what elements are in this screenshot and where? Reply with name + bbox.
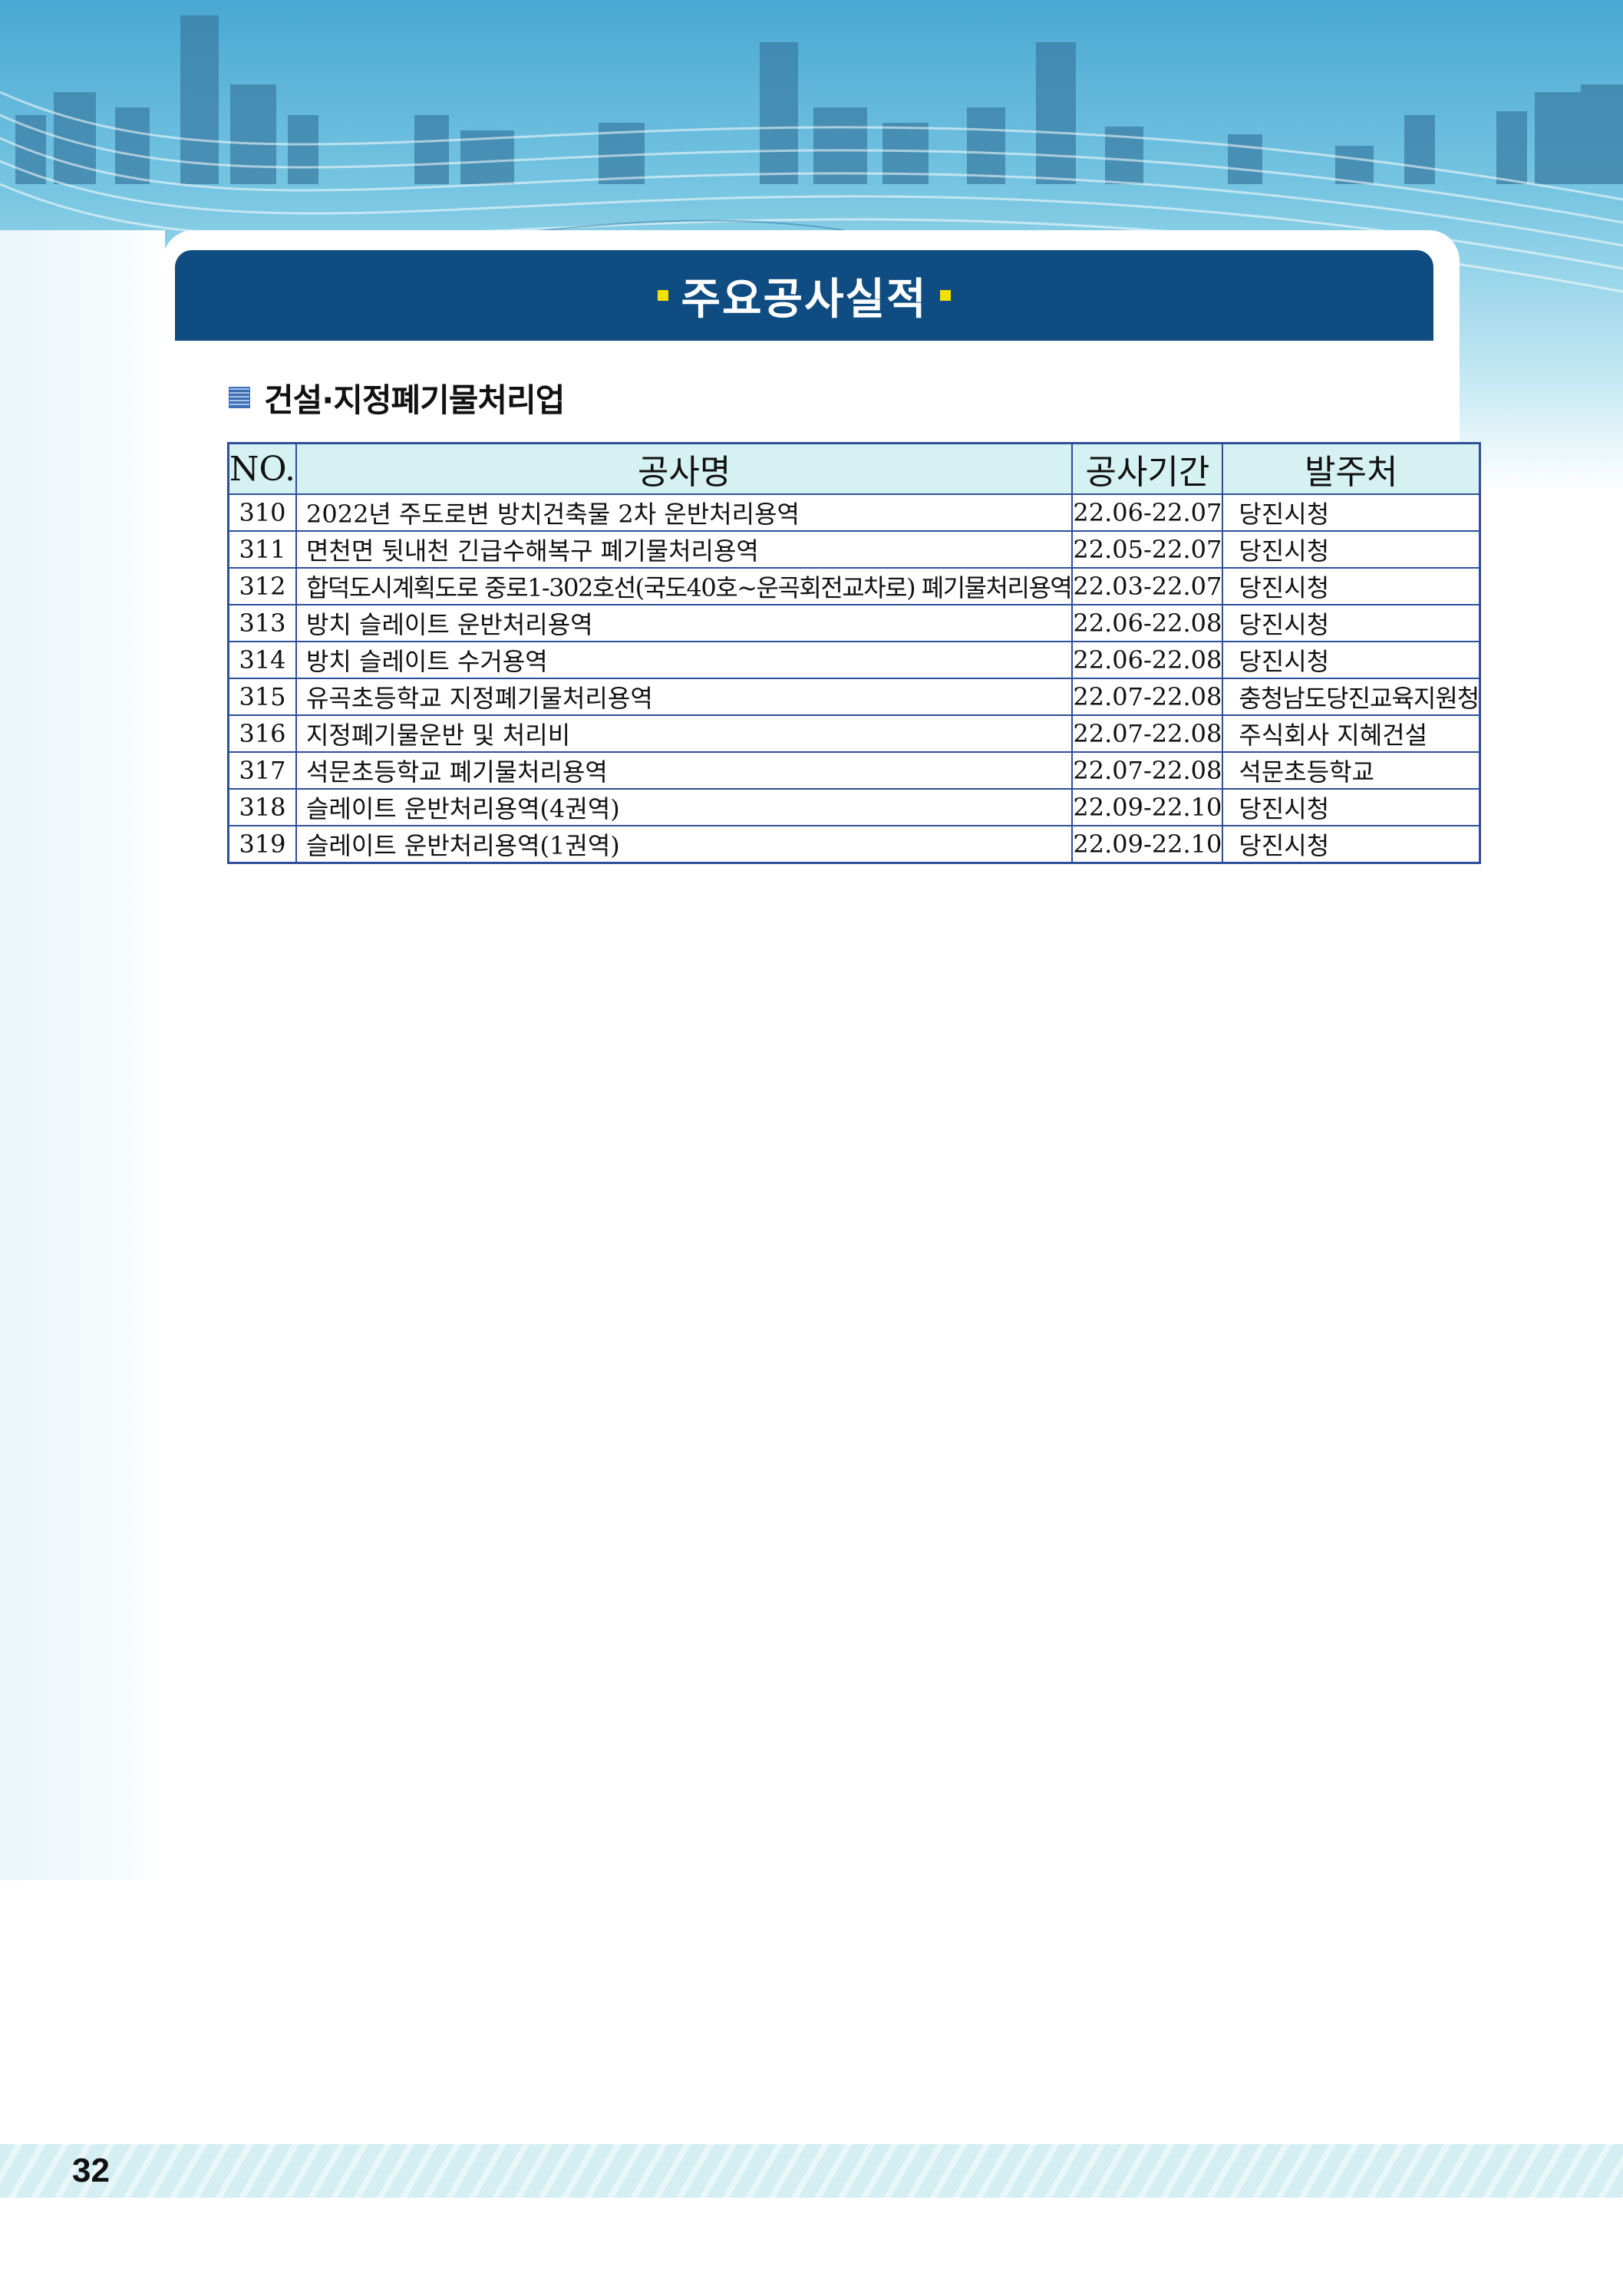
table-row: 319 슬레이트 운반처리용역(1권역) 22.09-22.10 당진시청 [227,825,1481,864]
square-bullet-icon [229,387,250,408]
footer-band [0,2144,1623,2198]
cell-no: 314 [227,641,297,679]
cell-period: 22.06-22.08 [1071,641,1224,679]
cell-no: 318 [227,788,297,826]
cell-no: 312 [227,567,297,605]
table-row: 313 방치 슬레이트 운반처리용역 22.06-22.08 당진시청 [227,604,1481,642]
cell-no: 311 [227,530,297,569]
table-header-row: NO. 공사명 공사기간 발주처 [227,442,1481,495]
header-period: 공사기간 [1071,442,1224,495]
cell-name: 석문초등학교 폐기물처리용역 [295,751,1074,790]
cell-name: 방치 슬레이트 운반처리용역 [295,604,1074,642]
table-row: 314 방치 슬레이트 수거용역 22.06-22.08 당진시청 [227,641,1481,679]
table-row: 316 지정폐기물운반 및 처리비 22.07-22.08 주식회사 지혜건설 [227,714,1481,753]
cell-period: 22.07-22.08 [1071,714,1224,753]
page-title: 주요공사실적 [681,274,928,325]
left-decorative-band [0,230,165,1880]
section-heading: 건설·지정폐기물처리업 [229,374,565,421]
cell-name: 방치 슬레이트 수거용역 [295,641,1074,679]
cell-name: 합덕도시계획도로 중로1-302호선(국도40호~운곡회전교차로) 폐기물처리용… [295,567,1074,605]
cell-period: 22.05-22.07 [1071,530,1224,569]
cell-name: 지정폐기물운반 및 처리비 [295,714,1074,753]
table-row: 312 합덕도시계획도로 중로1-302호선(국도40호~운곡회전교차로) 폐기… [227,567,1481,605]
table-row: 311 면천면 뒷내천 긴급수해복구 폐기물처리용역 22.05-22.07 당… [227,530,1481,569]
cell-name: 유곡초등학교 지정폐기물처리용역 [295,678,1074,716]
cell-no: 315 [227,678,297,716]
table-row: 318 슬레이트 운반처리용역(4권역) 22.09-22.10 당진시청 [227,788,1481,826]
cell-no: 310 [227,493,297,532]
title-accent-left [658,290,669,301]
title-accent-right [939,290,951,301]
cell-period: 22.06-22.08 [1071,604,1224,642]
cell-period: 22.09-22.10 [1071,825,1224,864]
table-row: 317 석문초등학교 폐기물처리용역 22.07-22.08 석문초등학교 [227,751,1481,790]
title-bar: 주요공사실적 [175,250,1433,341]
cell-client: 당진시청 [1222,788,1481,826]
cell-period: 22.09-22.10 [1071,788,1224,826]
header-name: 공사명 [295,442,1074,495]
page-number: 32 [72,2152,110,2189]
cell-no: 316 [227,714,297,753]
cell-client: 당진시청 [1222,825,1481,864]
works-table: NO. 공사명 공사기간 발주처 310 2022년 주도로변 방치건축물 2차… [227,442,1482,864]
cell-no: 313 [227,604,297,642]
cell-name: 면천면 뒷내천 긴급수해복구 폐기물처리용역 [295,530,1074,569]
cell-name: 2022년 주도로변 방치건축물 2차 운반처리용역 [295,493,1074,532]
cell-name: 슬레이트 운반처리용역(1권역) [295,825,1074,864]
cell-period: 22.07-22.08 [1071,751,1224,790]
table-row: 310 2022년 주도로변 방치건축물 2차 운반처리용역 22.06-22.… [227,493,1481,532]
section-title: 건설·지정폐기물처리업 [264,381,565,419]
header-client: 발주처 [1222,442,1481,495]
table-row: 315 유곡초등학교 지정폐기물처리용역 22.07-22.08 충청남도당진교… [227,678,1481,716]
cell-no: 317 [227,751,297,790]
cell-period: 22.06-22.07 [1071,493,1224,532]
cell-client: 당진시청 [1222,530,1481,569]
cell-name: 슬레이트 운반처리용역(4권역) [295,788,1074,826]
header-no: NO. [227,442,297,495]
cell-client: 당진시청 [1222,567,1481,605]
cell-period: 22.07-22.08 [1071,678,1224,716]
cell-period: 22.03-22.07 [1071,567,1224,605]
cell-client: 석문초등학교 [1222,751,1481,790]
cell-client: 충청남도당진교육지원청 [1222,678,1481,716]
cell-client: 당진시청 [1222,641,1481,679]
cell-client: 주식회사 지혜건설 [1222,714,1481,753]
cell-no: 319 [227,825,297,864]
cell-client: 당진시청 [1222,604,1481,642]
cell-client: 당진시청 [1222,493,1481,532]
